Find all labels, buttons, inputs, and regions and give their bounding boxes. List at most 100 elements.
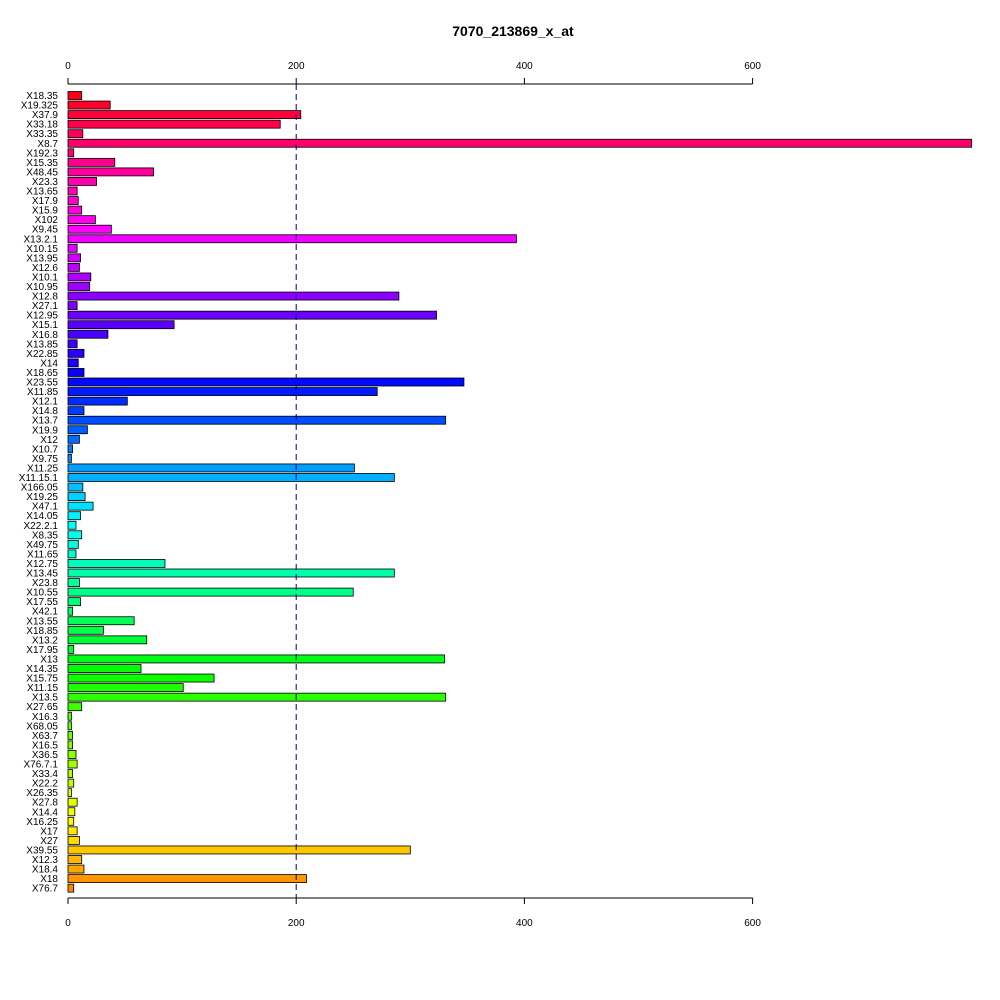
category-label: X18.4 <box>32 865 59 876</box>
top-axis-tick-label: 600 <box>744 61 761 72</box>
bar <box>67 396 128 406</box>
category-label: X63.7 <box>32 731 59 742</box>
bar <box>67 616 135 626</box>
category-label: X13.65 <box>26 187 58 198</box>
bar <box>67 129 84 139</box>
bar <box>67 177 97 186</box>
bar <box>67 320 175 330</box>
bar <box>67 645 75 654</box>
bar <box>67 730 73 740</box>
bar <box>67 339 78 349</box>
category-label: X14 <box>40 358 58 369</box>
category-label: X22.85 <box>26 349 58 360</box>
bars <box>67 91 973 893</box>
bar <box>67 683 184 692</box>
category-label: X8.7 <box>37 139 58 150</box>
bar <box>67 91 83 100</box>
bar <box>67 664 142 673</box>
bar <box>67 635 148 645</box>
category-label: X76.7.1 <box>24 760 59 771</box>
category-label: X8.35 <box>32 530 59 541</box>
bar <box>67 883 75 893</box>
category-label: X22.2.1 <box>24 521 59 532</box>
bar <box>67 119 281 129</box>
category-label: X13.85 <box>26 339 58 350</box>
category-label: X10.95 <box>26 282 58 293</box>
category-label: X10.15 <box>26 244 58 255</box>
bar <box>67 721 72 731</box>
top-axis: 0 200 400 600 <box>65 61 761 85</box>
bar <box>67 215 96 225</box>
category-label: X16.8 <box>32 330 59 341</box>
bar <box>67 826 78 836</box>
bar <box>67 549 77 559</box>
category-label: X16.25 <box>26 817 58 828</box>
category-label: X48.45 <box>26 167 58 178</box>
category-label: X17.95 <box>26 645 58 656</box>
category-label: X18 <box>40 874 58 885</box>
category-label: X13.2 <box>32 635 59 646</box>
bar <box>67 740 73 750</box>
bar <box>67 530 83 540</box>
bar <box>67 434 80 444</box>
category-labels: X18.35X19.325X37.9X33.18X33.35X8.7X192.3… <box>19 91 59 895</box>
bar <box>67 473 395 482</box>
category-label: X11.65 <box>27 549 58 560</box>
chart-title: 7070_213869_x_at <box>452 23 574 39</box>
bar <box>67 654 445 664</box>
bar <box>67 482 84 492</box>
bar <box>67 329 109 339</box>
bar <box>67 463 355 473</box>
category-label: X19.325 <box>21 101 59 112</box>
bar <box>67 186 78 196</box>
bar <box>67 836 80 845</box>
bar <box>67 769 73 778</box>
category-label: X39.55 <box>26 845 58 856</box>
category-label: X33.18 <box>26 120 58 131</box>
bar <box>67 492 86 502</box>
bar <box>67 253 81 263</box>
bar <box>67 138 973 148</box>
category-label: X13.95 <box>26 253 58 264</box>
category-label: X102 <box>35 215 59 226</box>
bar <box>67 855 83 864</box>
bar <box>67 597 81 607</box>
bar <box>67 262 80 272</box>
bottom-axis-tick-label: 0 <box>65 918 71 929</box>
bar <box>67 673 215 683</box>
bar <box>67 310 437 320</box>
category-label: X14.4 <box>32 807 59 818</box>
bar <box>67 511 81 521</box>
bar <box>67 368 85 377</box>
category-label: X16.3 <box>32 712 59 723</box>
bar <box>67 568 395 578</box>
bar <box>67 759 78 769</box>
category-label: X23.55 <box>26 378 58 389</box>
category-label: X13.5 <box>32 693 59 704</box>
category-label: X47.1 <box>32 502 59 513</box>
category-label: X49.75 <box>26 540 58 551</box>
bar <box>67 453 72 463</box>
category-label: X33.35 <box>26 129 58 140</box>
category-label: X12 <box>40 435 58 446</box>
category-label: X10.55 <box>26 588 58 599</box>
bar <box>67 282 91 291</box>
category-label: X27.65 <box>26 702 58 713</box>
bar <box>67 301 78 311</box>
bar <box>67 387 378 396</box>
bar <box>67 788 72 798</box>
category-label: X12.8 <box>32 292 59 303</box>
category-label: X15.75 <box>26 674 58 685</box>
category-label: X13.2.1 <box>24 234 59 245</box>
bottom-axis-tick-label: 600 <box>744 918 761 929</box>
bar <box>67 692 447 702</box>
category-label: X16.5 <box>32 740 59 751</box>
category-label: X10.1 <box>32 272 59 283</box>
bottom-axis-tick-label: 400 <box>516 918 533 929</box>
bar <box>67 234 517 244</box>
bar <box>67 110 302 119</box>
top-axis-tick-label: 200 <box>288 61 305 72</box>
category-label: X27.8 <box>32 798 59 809</box>
bar <box>67 587 354 597</box>
